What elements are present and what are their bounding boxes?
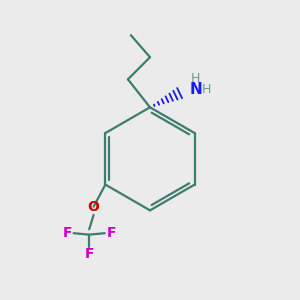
Text: H: H	[191, 72, 200, 85]
Text: F: F	[84, 247, 94, 261]
Text: F: F	[106, 226, 116, 240]
Text: F: F	[62, 226, 72, 240]
Text: N: N	[189, 82, 202, 97]
Text: O: O	[88, 200, 100, 214]
Text: H: H	[202, 83, 212, 96]
